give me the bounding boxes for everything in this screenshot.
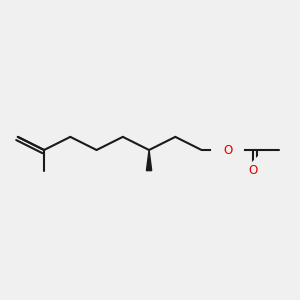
Polygon shape [146, 150, 152, 171]
Text: O: O [248, 164, 258, 177]
Text: O: O [223, 143, 232, 157]
